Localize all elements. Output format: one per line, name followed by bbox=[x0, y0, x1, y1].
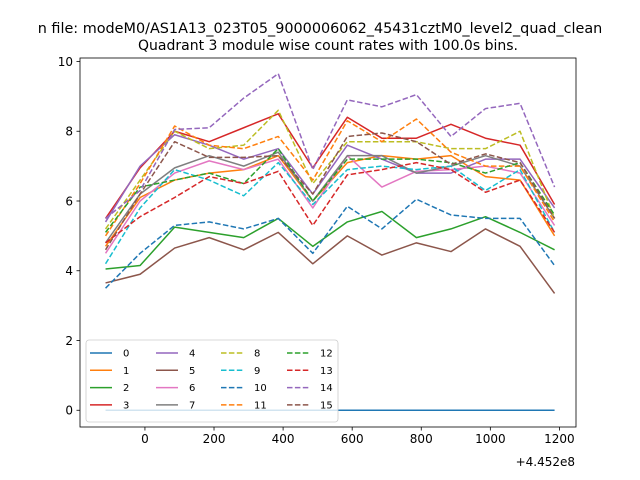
legend-label-4: 4 bbox=[189, 349, 195, 360]
figure-suptitle: n file: modeM0/AS1A13_023T05_9000006062_… bbox=[38, 21, 603, 37]
y-tick-label: 2 bbox=[65, 334, 73, 348]
axes-frame bbox=[79, 57, 577, 428]
legend-label-3: 3 bbox=[123, 400, 129, 411]
series-line-4 bbox=[104, 133, 556, 223]
legend-label-2: 2 bbox=[123, 383, 129, 394]
series-line-14 bbox=[105, 72, 556, 220]
legend-label-15: 15 bbox=[320, 400, 333, 411]
chart-title: Quadrant 3 module wise count rates with … bbox=[138, 38, 518, 54]
series-line-3 bbox=[104, 113, 556, 219]
series-line-9 bbox=[104, 161, 556, 265]
legend-label-0: 0 bbox=[123, 349, 129, 360]
x-tick-label: 800 bbox=[410, 432, 433, 446]
series-line-5 bbox=[105, 228, 556, 294]
series-line-8 bbox=[104, 109, 556, 230]
legend-label-12: 12 bbox=[320, 349, 333, 360]
x-tick-label: 1200 bbox=[544, 432, 575, 446]
y-tick-label: 0 bbox=[65, 404, 73, 418]
series-line-13 bbox=[105, 161, 556, 244]
x-tick-label: 200 bbox=[203, 432, 226, 446]
y-tick-label: 10 bbox=[58, 55, 73, 69]
legend-label-1: 1 bbox=[123, 366, 129, 377]
series-line-15 bbox=[104, 132, 556, 251]
x-tick-label: 600 bbox=[341, 432, 364, 446]
legend-label-5: 5 bbox=[189, 366, 195, 377]
y-tick-label: 6 bbox=[65, 194, 73, 208]
x-tick-label: 400 bbox=[272, 432, 295, 446]
x-tick-label: 0 bbox=[141, 432, 149, 446]
x-axis-offset-label: +4.452e8 bbox=[516, 455, 575, 469]
legend-label-6: 6 bbox=[189, 383, 195, 394]
legend-label-11: 11 bbox=[254, 400, 267, 411]
series-line-12 bbox=[104, 147, 556, 233]
legend-box bbox=[85, 339, 339, 423]
plot-area bbox=[79, 57, 577, 428]
series-line-7 bbox=[104, 151, 556, 244]
y-tick-label: 4 bbox=[65, 264, 73, 278]
legend-label-8: 8 bbox=[254, 349, 260, 360]
legend-label-14: 14 bbox=[320, 383, 333, 394]
y-tick-label: 8 bbox=[65, 125, 73, 139]
legend-label-10: 10 bbox=[254, 383, 267, 394]
legend-label-13: 13 bbox=[320, 366, 333, 377]
legend-label-7: 7 bbox=[189, 400, 195, 411]
series-line-10 bbox=[105, 198, 556, 289]
x-tick-label: 1000 bbox=[475, 432, 506, 446]
legend-label-9: 9 bbox=[254, 366, 260, 377]
series-line-2 bbox=[105, 210, 555, 270]
